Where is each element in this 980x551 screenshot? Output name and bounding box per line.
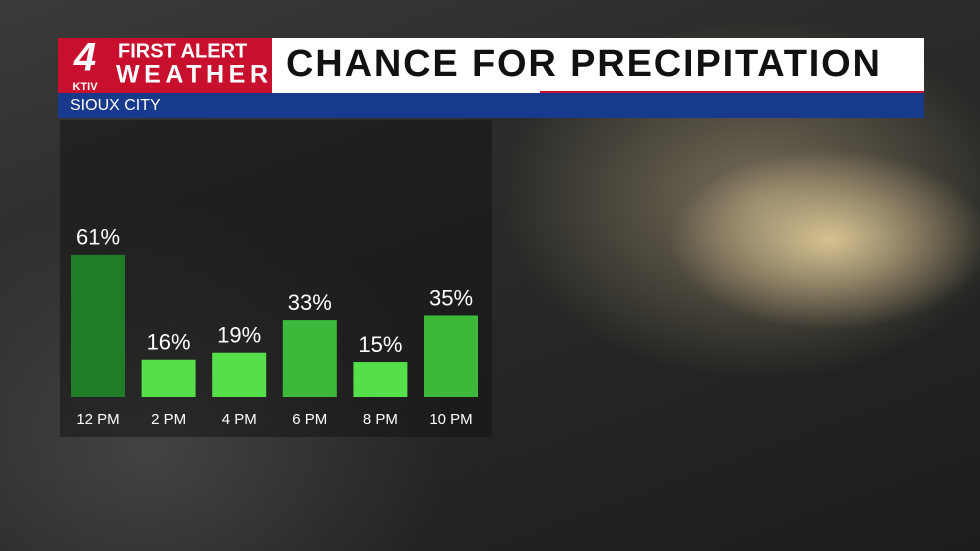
value-label: 61% [76, 225, 120, 250]
value-label: 33% [288, 290, 332, 315]
header-accent [540, 91, 924, 94]
subtitle-band [58, 93, 924, 118]
logo-station: KTIV [72, 81, 98, 93]
bar [212, 352, 267, 397]
x-tick-label: 8 PM [363, 411, 398, 428]
bar [353, 362, 408, 397]
value-label: 16% [147, 330, 191, 355]
bar [71, 254, 125, 397]
x-tick-label: 12 PM [76, 411, 119, 428]
bar [424, 315, 478, 397]
logo-channel: 4 [73, 36, 96, 80]
value-label: 35% [429, 285, 473, 310]
x-tick-label: 6 PM [292, 411, 327, 428]
bar [282, 320, 337, 397]
chart-title: CHANCE FOR PRECIPITATION [286, 43, 880, 85]
logo-text-box [112, 38, 272, 93]
x-tick-label: 4 PM [222, 411, 257, 428]
value-label: 19% [217, 323, 261, 348]
logo-line1: FIRST ALERT [118, 40, 247, 62]
logo-line2: WEATHER [116, 61, 268, 89]
x-tick-label: 10 PM [429, 411, 472, 428]
logo-box [58, 38, 112, 93]
value-label: 15% [358, 332, 402, 357]
chart-panel [60, 120, 492, 437]
bar [141, 359, 196, 397]
chart-subtitle: SIOUX CITY [70, 97, 161, 114]
x-tick-label: 2 PM [151, 411, 186, 428]
